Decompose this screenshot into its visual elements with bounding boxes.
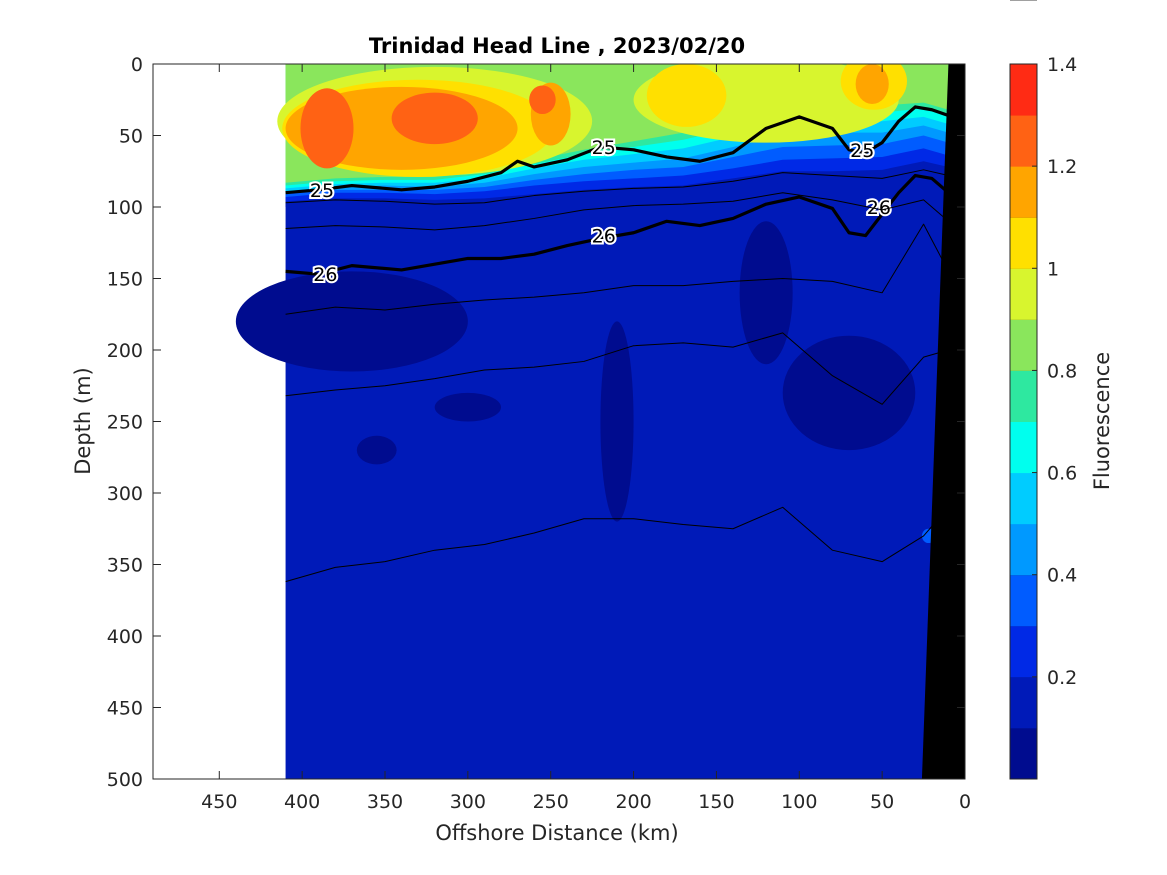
colorbar-tick-label: 0.6 bbox=[1047, 463, 1077, 485]
colorbar-swatch bbox=[1010, 727, 1037, 780]
contour-label: 25 bbox=[592, 137, 616, 159]
x-tick-label: 50 bbox=[870, 791, 894, 813]
colorbar: 0.2 0.4 0.6 0.8 1 1.2 1.4 bbox=[1009, 0, 1077, 780]
contour-label: 25 bbox=[310, 180, 334, 202]
colorbar-tick-label: 1.2 bbox=[1047, 156, 1077, 178]
fluorescence-field bbox=[235, 64, 949, 779]
y-tick-label: 400 bbox=[107, 626, 143, 648]
seafloor bbox=[921, 64, 965, 779]
y-tick-label: 0 bbox=[131, 54, 143, 76]
y-tick-label: 350 bbox=[107, 555, 143, 577]
colorbar-tick-label: 0.2 bbox=[1047, 667, 1077, 689]
colorbar-swatch bbox=[1010, 523, 1037, 576]
contour-label: 26 bbox=[313, 264, 337, 286]
contour-label: 26 bbox=[592, 226, 616, 248]
fluorescence-patch bbox=[356, 435, 397, 465]
density-contour-bold bbox=[285, 105, 949, 195]
colorbar-swatch bbox=[1010, 370, 1037, 422]
x-tick-label: 300 bbox=[450, 791, 486, 813]
chart-title: Trinidad Head Line , 2023/02/20 bbox=[369, 34, 745, 58]
density-contour bbox=[285, 506, 949, 583]
density-contours: 25 25 25 26 26 26 bbox=[285, 105, 950, 583]
colorbar-swatch bbox=[1010, 625, 1037, 678]
fluorescence-patch bbox=[529, 85, 556, 115]
colorbar-tick-label: 0.8 bbox=[1047, 360, 1077, 382]
colorbar-tick-label: 1.4 bbox=[1047, 54, 1077, 76]
colorbar-label: Fluorescence bbox=[1090, 352, 1114, 490]
y-tick-label: 500 bbox=[107, 769, 143, 791]
x-tick-label: 100 bbox=[781, 791, 817, 813]
y-axis-label: Depth (m) bbox=[71, 367, 95, 474]
x-tick-label: 250 bbox=[533, 791, 569, 813]
y-tick-label: 300 bbox=[107, 483, 143, 505]
x-tick-label: 200 bbox=[615, 791, 651, 813]
density-contour bbox=[285, 169, 949, 205]
x-tick-label: 450 bbox=[201, 791, 237, 813]
x-tick-label: 400 bbox=[284, 791, 320, 813]
y-tick-label: 150 bbox=[107, 269, 143, 291]
y-tick-label: 450 bbox=[107, 698, 143, 720]
colorbar-swatch bbox=[1010, 115, 1037, 167]
y-tick-label: 100 bbox=[107, 197, 143, 219]
colorbar-tick-label: 1 bbox=[1047, 258, 1059, 280]
density-contour bbox=[285, 332, 949, 405]
colorbar-frame bbox=[1009, 63, 1038, 780]
fluorescence-patch bbox=[434, 392, 501, 422]
x-axis: 450 400 350 300 250 200 150 100 50 0 bbox=[201, 64, 971, 813]
x-axis-label: Offshore Distance (km) bbox=[435, 821, 678, 845]
colorbar-swatch bbox=[1010, 268, 1037, 320]
colorbar-swatch bbox=[1010, 319, 1037, 371]
fluorescence-patch bbox=[300, 88, 354, 169]
density-contour bbox=[285, 192, 949, 231]
colorbar-swatch bbox=[1010, 472, 1037, 525]
x-tick-label: 150 bbox=[698, 791, 734, 813]
density-contour-bold bbox=[285, 173, 950, 276]
contour-label: 25 bbox=[850, 140, 874, 162]
fluorescence-patch bbox=[391, 92, 478, 145]
colorbar-swatch bbox=[1010, 64, 1037, 116]
fluorescence-patch bbox=[600, 321, 634, 522]
colorbar-swatch bbox=[1010, 574, 1037, 627]
fluorescence-patch bbox=[739, 221, 793, 365]
x-tick-label: 350 bbox=[367, 791, 403, 813]
colorbar-swatch bbox=[1010, 676, 1037, 729]
contour-label: 26 bbox=[867, 197, 891, 219]
fluorescence-patch bbox=[782, 335, 916, 451]
y-tick-label: 50 bbox=[119, 126, 143, 148]
y-tick-label: 250 bbox=[107, 412, 143, 434]
colorbar-tick-label: 0.4 bbox=[1047, 565, 1077, 587]
fluorescence-patch bbox=[646, 64, 727, 127]
colorbar-swatch bbox=[1010, 217, 1037, 269]
fluorescence-patch bbox=[235, 271, 468, 372]
y-tick-label: 200 bbox=[107, 340, 143, 362]
y-axis: 0 50 100 150 200 250 300 350 400 450 500 bbox=[107, 54, 965, 791]
x-tick-label: 0 bbox=[959, 791, 971, 813]
colorbar-swatch bbox=[1010, 421, 1037, 474]
bathymetry bbox=[921, 64, 965, 779]
fluorescence-patch bbox=[855, 64, 889, 105]
density-contour bbox=[285, 223, 949, 315]
colorbar-swatch bbox=[1010, 166, 1037, 218]
